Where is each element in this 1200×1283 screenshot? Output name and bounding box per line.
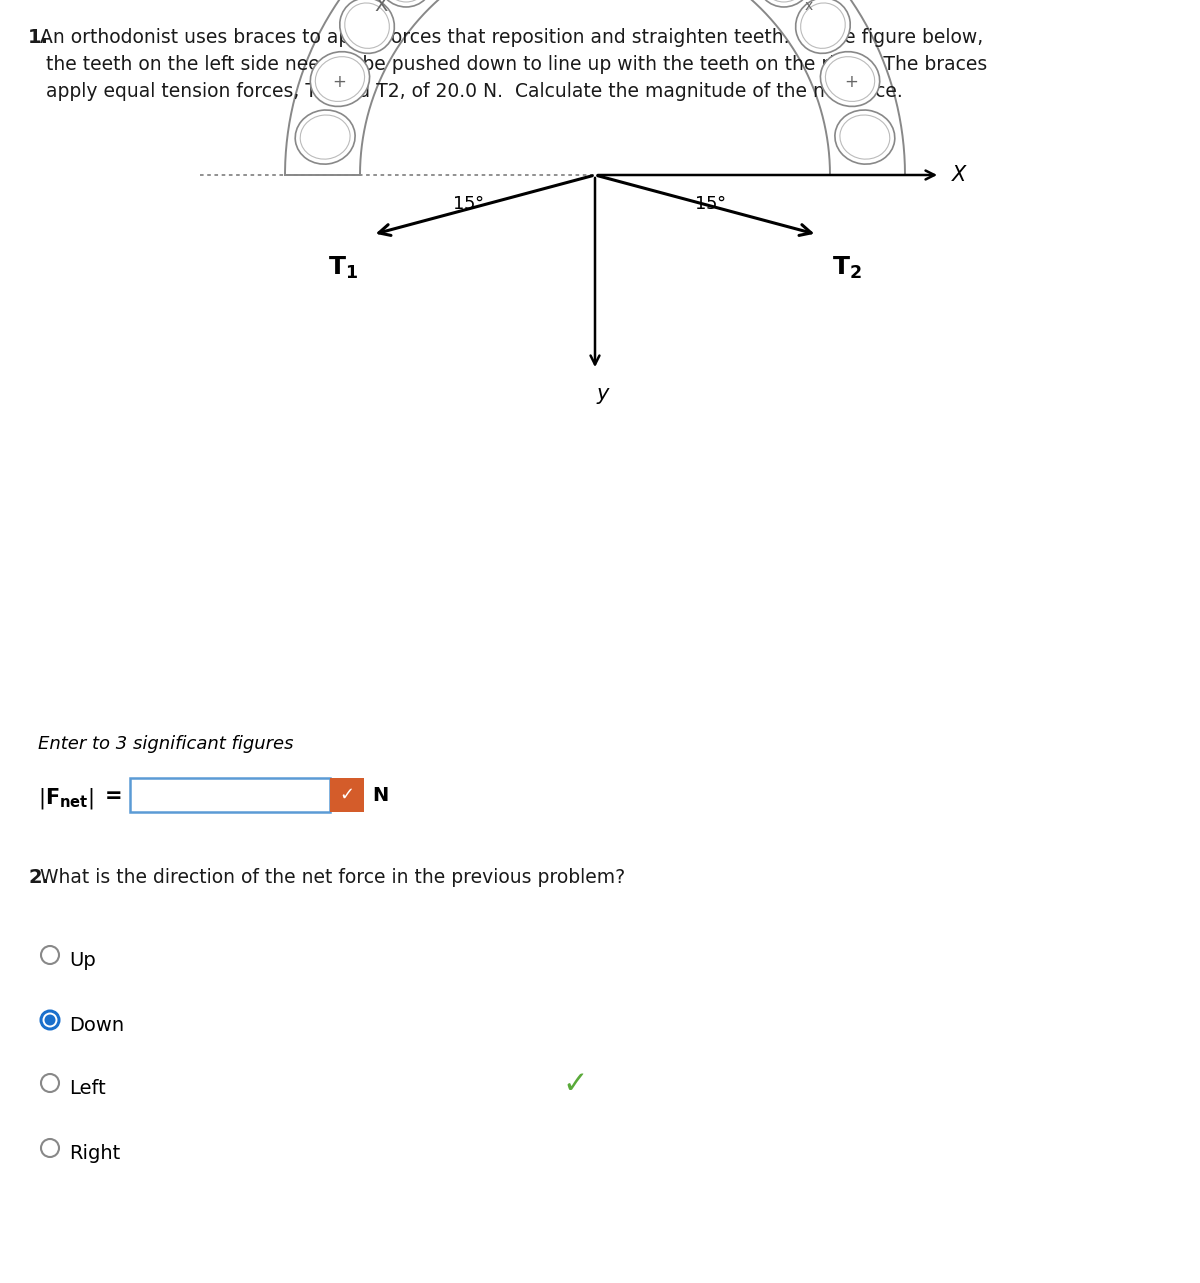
Bar (130, 777, 330, 812)
Ellipse shape (840, 115, 889, 159)
Text: ✓: ✓ (563, 1070, 588, 1100)
Text: ✓: ✓ (340, 786, 354, 804)
Ellipse shape (800, 3, 845, 49)
Text: =: = (106, 786, 122, 806)
Circle shape (41, 1011, 59, 1029)
Text: Up: Up (70, 951, 96, 970)
Text: the teeth on the left side need to be pushed down to line up with the teeth on t: the teeth on the left side need to be pu… (28, 55, 988, 74)
Ellipse shape (316, 56, 365, 101)
Ellipse shape (378, 0, 433, 6)
Text: 1.: 1. (28, 28, 49, 47)
Ellipse shape (826, 56, 875, 101)
Circle shape (44, 1015, 55, 1025)
Ellipse shape (757, 0, 812, 6)
Text: Down: Down (70, 1016, 124, 1035)
Text: What is the direction of the net force in the previous problem?: What is the direction of the net force i… (28, 869, 625, 887)
Text: $|\mathbf{F}_{\mathbf{net}}|$: $|\mathbf{F}_{\mathbf{net}}|$ (38, 786, 94, 811)
Circle shape (41, 1074, 59, 1092)
Text: $\mathbf{T_2}$: $\mathbf{T_2}$ (832, 254, 862, 281)
Text: $\mathbf{T_1}$: $\mathbf{T_1}$ (328, 254, 358, 281)
Text: apply equal tension forces, T1 and T2, of 20.0 N.  Calculate the magnitude of th: apply equal tension forces, T1 and T2, o… (28, 82, 902, 101)
Ellipse shape (340, 0, 395, 54)
Circle shape (41, 1139, 59, 1157)
Ellipse shape (796, 0, 851, 54)
Ellipse shape (300, 115, 350, 159)
Text: X: X (952, 166, 966, 185)
Text: Enter to 3 significant figures: Enter to 3 significant figures (38, 735, 294, 753)
Ellipse shape (821, 51, 880, 106)
Text: +: + (332, 73, 346, 91)
Text: 2.: 2. (28, 869, 49, 887)
Text: y: y (596, 384, 610, 404)
Text: $15°$: $15°$ (694, 195, 726, 213)
Ellipse shape (295, 110, 355, 164)
Ellipse shape (344, 3, 389, 49)
Text: x: x (805, 0, 812, 13)
Circle shape (41, 946, 59, 964)
Ellipse shape (383, 0, 427, 3)
Ellipse shape (762, 0, 808, 3)
Text: $15°$: $15°$ (452, 195, 484, 213)
Text: +: + (844, 73, 858, 91)
Ellipse shape (311, 51, 370, 106)
Text: An orthodonist uses braces to apply forces that reposition and straighten teeth.: An orthodonist uses braces to apply forc… (28, 28, 983, 47)
Text: N: N (372, 786, 389, 804)
Ellipse shape (835, 110, 895, 164)
Bar (330, 777, 364, 812)
Text: Right: Right (70, 1144, 120, 1162)
Text: Left: Left (70, 1079, 106, 1098)
Text: X: X (374, 0, 388, 15)
